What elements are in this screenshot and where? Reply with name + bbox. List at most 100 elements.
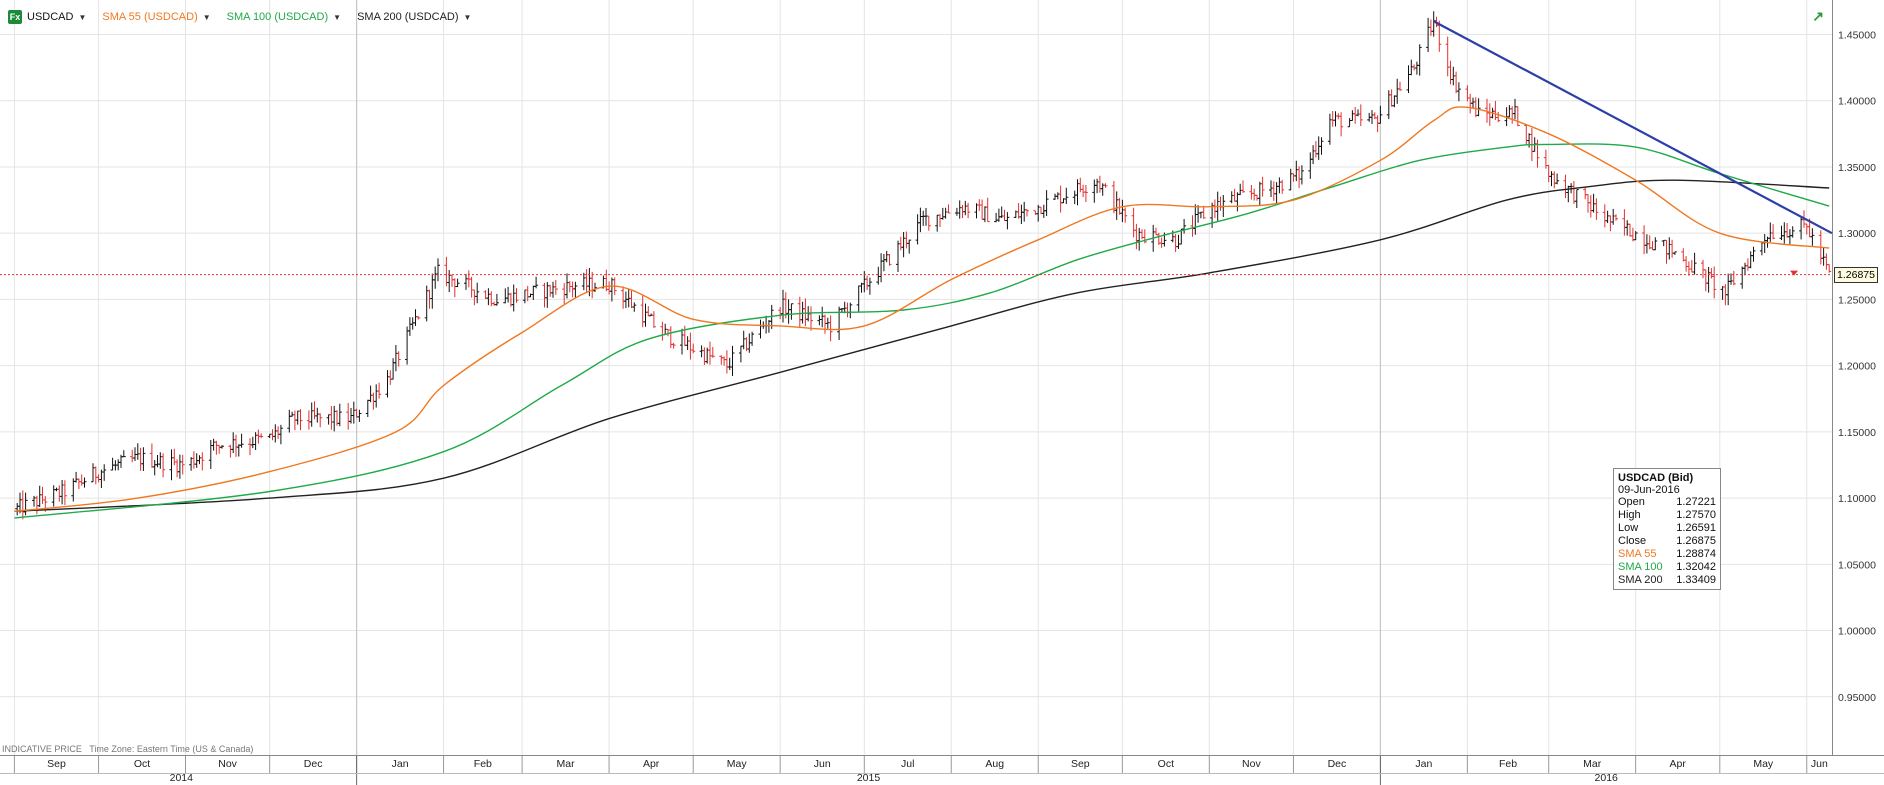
ohlc-bar: [368, 385, 373, 403]
ohlc-bar: [79, 474, 84, 486]
x-month-label: Sep: [1071, 758, 1090, 770]
ohlc-bar: [1078, 177, 1083, 193]
legend-sma200[interactable]: SMA 200 (USDCAD) ▼: [357, 11, 471, 23]
ohlc-bar: [155, 455, 160, 468]
ohlc-bar: [248, 438, 252, 456]
ohlc-bar: [1591, 193, 1596, 213]
tooltip-key: SMA 100: [1618, 561, 1663, 573]
ohlc-bar: [1097, 175, 1102, 193]
ohlc-bar: [1103, 183, 1108, 188]
ohlc-bar: [1448, 60, 1453, 85]
tooltip-value: 1.27221: [1676, 496, 1716, 508]
ohlc-bar: [1271, 181, 1276, 201]
ohlc-bar: [741, 330, 746, 350]
ohlc-bar: [1241, 180, 1245, 193]
ohlc-bar: [1114, 191, 1119, 220]
ohlc-bar: [1555, 173, 1560, 185]
ohlc-bar: [1252, 188, 1257, 201]
ohlc-bar: [1513, 98, 1517, 120]
ohlc-bar: [191, 451, 196, 469]
ohlc-bar: [475, 282, 480, 304]
tooltip-row: SMA 100 1.32042: [1618, 561, 1716, 574]
ohlc-bar: [943, 207, 948, 219]
tooltip-row: SMA 55 1.28874: [1618, 548, 1716, 561]
ohlc-bar: [208, 440, 213, 469]
ohlc-bar: [551, 281, 555, 298]
y-tick-label: 1.05000: [1838, 559, 1876, 571]
ohlc-bar: [604, 269, 609, 292]
ohlc-bar: [1274, 182, 1279, 204]
ohlc-bar: [1664, 239, 1669, 264]
ohlc-bar: [329, 406, 334, 430]
ohlc-bar: [966, 202, 971, 219]
ohlc-bar: [531, 285, 536, 300]
last-price-marker-icon: [1790, 270, 1798, 276]
tooltip-key: Open: [1618, 496, 1645, 508]
y-tick-label: 1.40000: [1838, 96, 1876, 108]
legend-sma100[interactable]: SMA 100 (USDCAD) ▼: [227, 11, 341, 23]
ohlc-bar: [82, 477, 87, 488]
ohlc-bar: [907, 239, 912, 254]
y-tick-label: 1.45000: [1838, 29, 1876, 41]
legend-usdcad[interactable]: Fx USDCAD ▼: [8, 10, 86, 24]
ohlc-bar: [1406, 65, 1411, 93]
ohlc-bar: [407, 317, 412, 336]
trend-arrow-icon[interactable]: ↗: [1812, 8, 1824, 24]
ohlc-bar: [1297, 166, 1302, 189]
caret-down-icon[interactable]: ▼: [202, 12, 211, 22]
ohlc-bar: [152, 460, 157, 476]
ohlc-bar: [1437, 20, 1442, 52]
x-year-label: 2014: [170, 772, 194, 784]
y-tick-label: 1.35000: [1838, 162, 1876, 174]
ohlc-bar: [1229, 191, 1234, 204]
y-tick-label: 1.20000: [1838, 361, 1876, 373]
ohlc-bar: [214, 440, 219, 455]
x-month-label: Feb: [1499, 758, 1517, 770]
sma100-line: [14, 143, 1830, 519]
timezone-label: Time Zone: Eastern Time (US & Canada): [89, 744, 254, 754]
tooltip-value: 1.27570: [1676, 509, 1716, 521]
ohlc-bar: [138, 447, 143, 471]
ohlc-bar: [534, 276, 539, 289]
ohlc-bar: [1605, 210, 1610, 224]
ohlc-bar: [719, 355, 724, 365]
caret-down-icon[interactable]: ▼: [463, 12, 472, 22]
ohlc-bar: [1277, 177, 1282, 194]
ohlc-bar: [820, 306, 825, 328]
ohlc-bar: [20, 490, 25, 520]
ohlc-bar: [1471, 97, 1475, 108]
ohlc-bar: [1064, 187, 1069, 204]
ohlc-bar: [298, 409, 303, 431]
ohlc-bar: [357, 409, 362, 422]
legend-sma55[interactable]: SMA 55 (USDCAD) ▼: [102, 11, 210, 23]
sma55-line: [14, 106, 1830, 513]
caret-down-icon[interactable]: ▼: [78, 12, 87, 22]
ohlc-bar: [710, 347, 715, 358]
x-month-label: Mar: [557, 758, 576, 770]
ohlc-bar: [800, 301, 805, 324]
ohlc-bar: [15, 503, 20, 516]
ohlc-bar: [898, 236, 903, 251]
ohlc-bar: [365, 399, 370, 417]
tooltip-key: Close: [1618, 535, 1647, 547]
ohlc-bar: [1672, 251, 1677, 255]
ohlc-bar: [1751, 246, 1756, 262]
tooltip-value: 1.26875: [1676, 535, 1716, 547]
ohlc-bar: [1661, 239, 1666, 247]
y-tick-label: 1.15000: [1838, 427, 1876, 439]
ohlc-bar: [1633, 231, 1638, 241]
ohlc-bar: [1313, 141, 1318, 158]
ohlc-bar: [1005, 212, 1010, 230]
ohlc-bar: [116, 459, 121, 471]
ohlc-bar: [750, 331, 755, 346]
ohlc-bar: [522, 289, 527, 304]
tooltip-title: USDCAD (Bid): [1618, 472, 1694, 484]
x-month-label: Jan: [392, 758, 409, 770]
ohlc-bar: [542, 282, 547, 308]
ohlc-bar: [130, 449, 135, 463]
ohlc-bar: [1810, 228, 1815, 246]
x-month-label: Feb: [474, 758, 492, 770]
caret-down-icon[interactable]: ▼: [333, 12, 342, 22]
ohlc-bar: [727, 357, 732, 370]
